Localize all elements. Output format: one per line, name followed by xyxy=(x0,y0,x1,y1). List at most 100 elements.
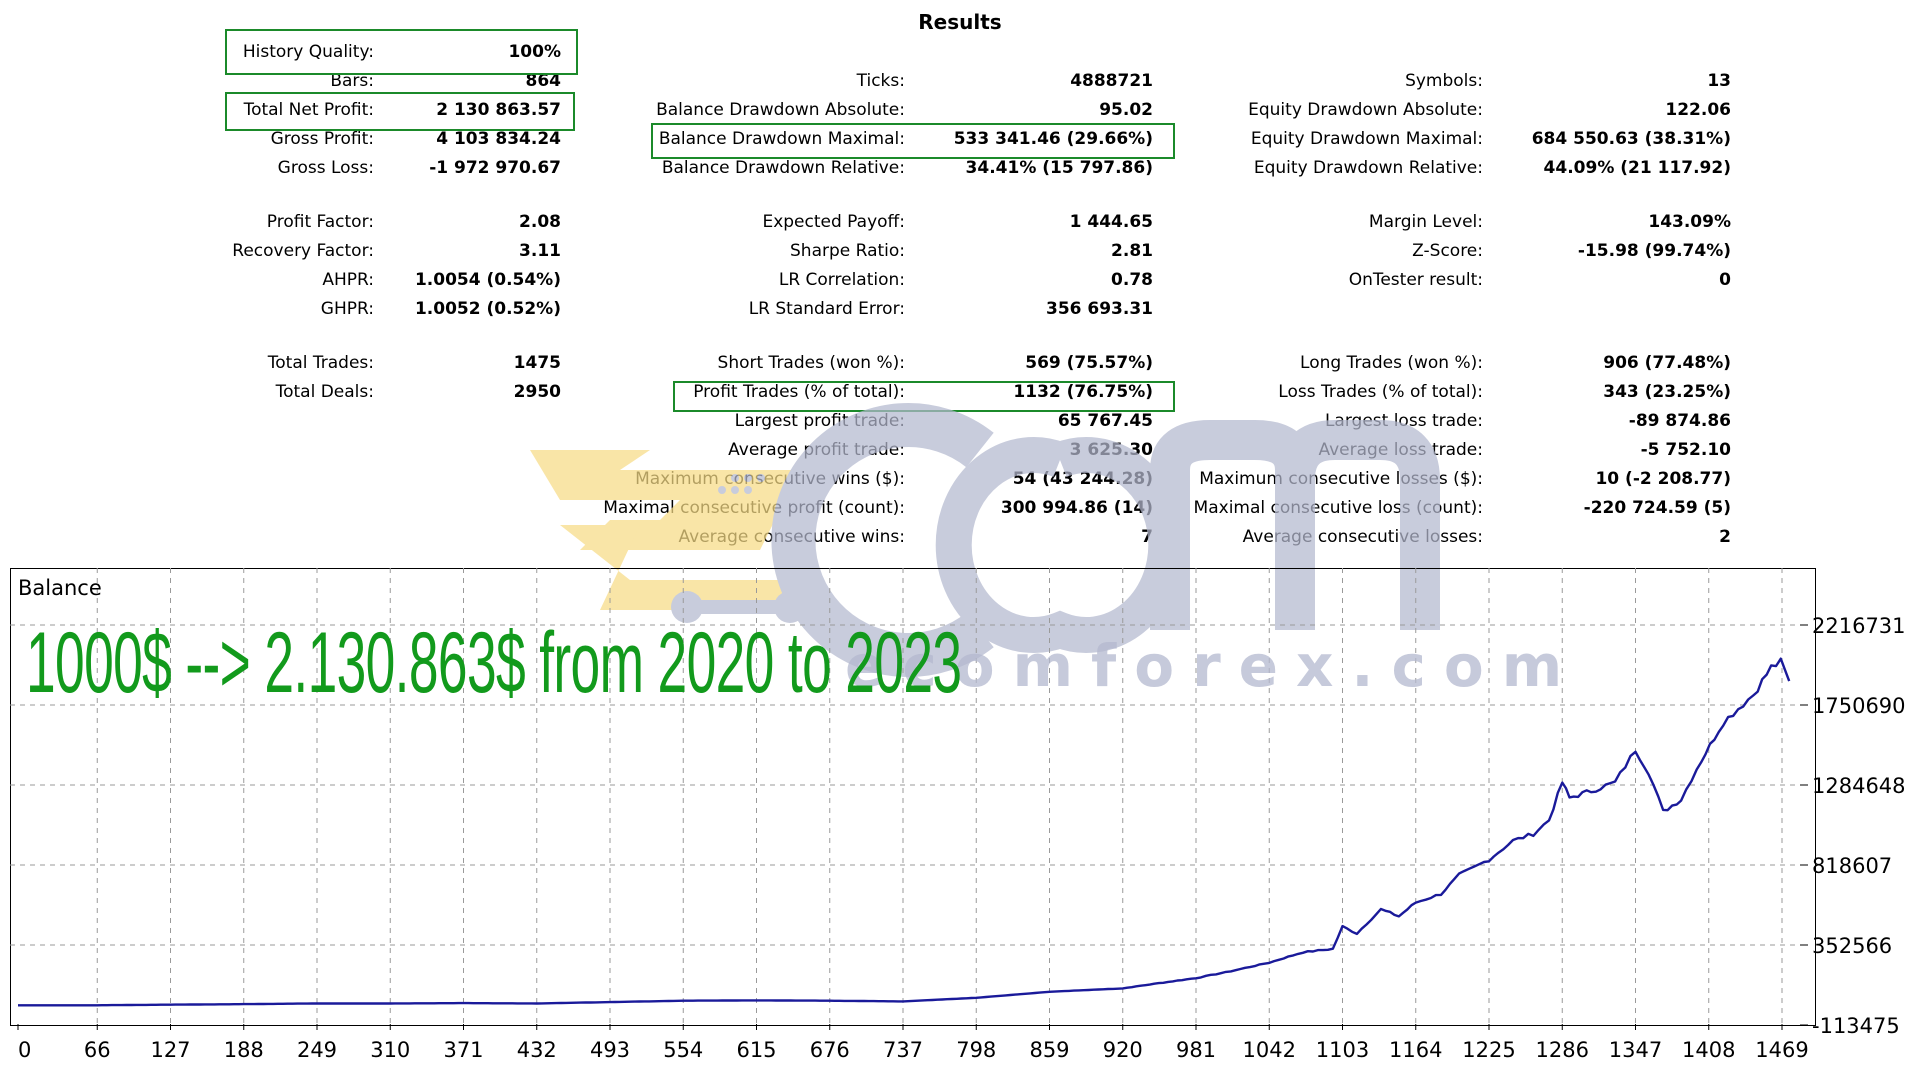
x-tick-label: 981 xyxy=(1176,1038,1216,1062)
x-tick-label: 1225 xyxy=(1462,1038,1515,1062)
stat-value: 864 xyxy=(525,71,562,91)
x-tick-label: 1042 xyxy=(1243,1038,1296,1062)
x-tick-label: 1286 xyxy=(1536,1038,1589,1062)
stat-value: -15.98 (99.74%) xyxy=(1577,241,1731,261)
x-tick-label: 1408 xyxy=(1682,1038,1735,1062)
stat-value: 13 xyxy=(1707,71,1731,91)
stat-label: Equity Drawdown Maximal: xyxy=(1250,129,1483,149)
stat-label: Bars: xyxy=(330,71,374,91)
stat-label: Total Net Profit: xyxy=(243,100,374,120)
stat-label: Balance Drawdown Absolute: xyxy=(656,100,905,120)
stat-value: 1 444.65 xyxy=(1069,212,1153,232)
stat-label: Total Deals: xyxy=(275,382,374,402)
y-axis-ticks: -113475 352566 818607 1284648 1750690 2216731 xyxy=(1800,614,1906,1038)
stat-label: LR Correlation: xyxy=(778,270,905,290)
y-tick-label: 2216731 xyxy=(1812,614,1906,638)
stat-value: 34.41% (15 797.86) xyxy=(965,158,1153,178)
x-tick-label: 371 xyxy=(443,1038,483,1062)
stat-value: 684 550.63 (38.31%) xyxy=(1531,129,1731,149)
stat-value: 95.02 xyxy=(1099,100,1153,120)
stat-label: Profit Trades (% of total): xyxy=(693,382,905,402)
x-tick-label: 798 xyxy=(956,1038,996,1062)
highlight-history-quality xyxy=(225,29,578,75)
stat-value: 343 (23.25%) xyxy=(1603,382,1731,402)
stat-label: Gross Profit: xyxy=(270,129,374,149)
stat-value: 2950 xyxy=(513,382,561,402)
x-tick-label: 1469 xyxy=(1755,1038,1808,1062)
stat-label: LR Standard Error: xyxy=(748,299,905,319)
watermark-text: ecomforex.com xyxy=(845,632,1581,700)
highlight-total-net-profit xyxy=(225,92,575,131)
stat-value: 569 (75.57%) xyxy=(1025,353,1153,373)
stat-value: 906 (77.48%) xyxy=(1603,353,1731,373)
stat-value: 533 341.46 (29.66%) xyxy=(953,129,1153,149)
stat-value: 2 130 863.57 xyxy=(436,100,561,120)
x-tick-label: 310 xyxy=(370,1038,410,1062)
x-tick-label: 127 xyxy=(150,1038,190,1062)
stat-value: -89 874.86 xyxy=(1628,411,1731,431)
stat-value: 2.08 xyxy=(519,212,561,232)
stat-label: Sharpe Ratio: xyxy=(790,241,905,261)
x-tick-label: 859 xyxy=(1029,1038,1069,1062)
x-tick-label: 1103 xyxy=(1316,1038,1369,1062)
stat-label: Balance Drawdown Relative: xyxy=(661,158,905,178)
stat-value: 122.06 xyxy=(1665,100,1731,120)
stat-value: 65 767.45 xyxy=(1057,411,1153,431)
stat-label: Short Trades (won %): xyxy=(717,353,905,373)
stat-label: Recovery Factor: xyxy=(232,241,374,261)
stat-value: 1132 (76.75%) xyxy=(1013,382,1153,402)
x-tick-label: 676 xyxy=(810,1038,850,1062)
stat-value: 1.0054 (0.54%) xyxy=(414,270,561,290)
stat-value: -220 724.59 (5) xyxy=(1583,498,1731,518)
stat-value: 2.81 xyxy=(1111,241,1153,261)
y-tick-label: -113475 xyxy=(1812,1014,1900,1038)
balance-chart-frame xyxy=(10,568,1816,1026)
stat-value: 4 103 834.24 xyxy=(436,129,561,149)
x-tick-label: 737 xyxy=(883,1038,923,1062)
stat-label: GHPR: xyxy=(320,299,374,319)
stat-label: AHPR: xyxy=(322,270,374,290)
x-tick-label: 188 xyxy=(224,1038,264,1062)
y-tick-label: 352566 xyxy=(1812,934,1892,958)
stat-label: OnTester result: xyxy=(1348,270,1483,290)
x-tick-label: 554 xyxy=(663,1038,703,1062)
x-tick-label: 66 xyxy=(84,1038,111,1062)
stat-value: 356 693.31 xyxy=(1045,299,1153,319)
stat-value: 0.78 xyxy=(1111,270,1153,290)
stat-label: Z-Score: xyxy=(1412,241,1483,261)
stat-value: -1 972 970.67 xyxy=(429,158,561,178)
stat-value: 1.0052 (0.52%) xyxy=(414,299,561,319)
stat-value: 44.09% (21 117.92) xyxy=(1543,158,1731,178)
stat-label: Expected Payoff: xyxy=(762,212,905,232)
stat-label: Loss Trades (% of total): xyxy=(1278,382,1483,402)
results-title: Results xyxy=(918,10,1002,34)
stat-label: Equity Drawdown Absolute: xyxy=(1248,100,1483,120)
x-tick-label: 1347 xyxy=(1609,1038,1662,1062)
balance-line xyxy=(18,657,1791,1007)
x-tick-label: 920 xyxy=(1103,1038,1143,1062)
promo-headline: 1000$ --> 2.130.863$ from 2020 to 2023 xyxy=(26,615,962,711)
stat-value: -5 752.10 xyxy=(1640,440,1731,460)
y-tick-label: 818607 xyxy=(1812,854,1892,878)
stat-value: 3.11 xyxy=(519,241,561,261)
stat-value: 2 xyxy=(1719,527,1731,547)
stat-label: Equity Drawdown Relative: xyxy=(1253,158,1483,178)
stat-label: Ticks: xyxy=(856,71,905,91)
x-axis-ticks: 0 66 127 188 249 310 371 432 493 554 615 676 737 798 8… xyxy=(17,1024,1809,1062)
stat-value: 1475 xyxy=(513,353,561,373)
stat-value: 4888721 xyxy=(1070,71,1153,91)
highlight-balance-drawdown-maximal xyxy=(651,123,1175,159)
y-tick-label: 1750690 xyxy=(1812,694,1906,718)
stat-label: Balance Drawdown Maximal: xyxy=(658,129,905,149)
stat-label: Symbols: xyxy=(1405,71,1483,91)
stat-label: Margin Level: xyxy=(1368,212,1483,232)
x-tick-label: 493 xyxy=(590,1038,630,1062)
x-tick-label: 249 xyxy=(297,1038,337,1062)
stat-label: History Quality: xyxy=(242,42,374,62)
stat-label: Long Trades (won %): xyxy=(1300,353,1483,373)
stat-value: 143.09% xyxy=(1648,212,1731,232)
stat-label: Total Trades: xyxy=(267,353,374,373)
chart-title: Balance xyxy=(18,576,102,600)
x-tick-label: 615 xyxy=(736,1038,776,1062)
